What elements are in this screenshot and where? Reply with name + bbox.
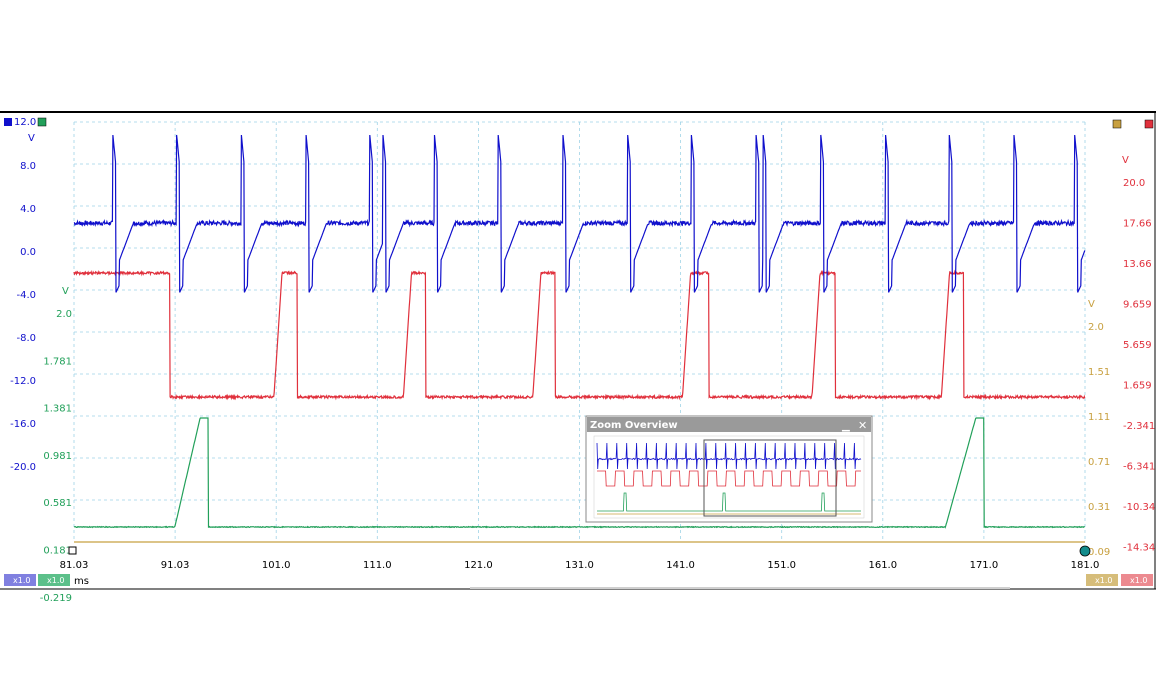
red-axis-tick-label: -2.341 xyxy=(1123,421,1155,432)
zoom-overview-title: Zoom Overview xyxy=(590,420,678,431)
red-axis-tick-label: 17.66 xyxy=(1123,219,1152,230)
start-cursor-handle[interactable] xyxy=(68,546,77,555)
olive-axis-tick-label: 0.31 xyxy=(1088,502,1110,513)
red-axis-tick-label: 5.659 xyxy=(1123,340,1152,351)
red-axis-tick-label: -14.34 xyxy=(1123,543,1155,554)
blue-series-line xyxy=(73,134,1086,293)
red-axis-tick-label: -10.34 xyxy=(1123,502,1155,513)
red-axis-tick-label: 9.659 xyxy=(1123,300,1152,311)
x-axis-tick-label: 181.0 xyxy=(1071,560,1100,571)
olive-axis-tick-label: 1.51 xyxy=(1088,367,1110,378)
green-axis-tick-label: 1.781 xyxy=(43,356,72,367)
x-axis-tick-label: 91.03 xyxy=(161,560,190,571)
channel-d-marker[interactable] xyxy=(1144,119,1154,129)
green-axis-tick-label: -0.219 xyxy=(40,593,72,604)
olive-scale-badge[interactable] xyxy=(1086,574,1118,586)
red-axis-unit: V xyxy=(1122,155,1129,166)
blue-axis-tick-label: -8.0 xyxy=(16,333,36,344)
blue-axis-tick-label: 4.0 xyxy=(20,204,36,215)
blue-axis-top-label: 12.0 xyxy=(14,117,36,128)
red-scale-badge-label: x1.0 xyxy=(1130,576,1147,585)
blue-axis-tick-label: 0.0 xyxy=(20,247,36,258)
blue-axis-unit: V xyxy=(28,133,35,144)
red-series-line xyxy=(73,269,1086,401)
olive-axis-tick-label: 0.09 xyxy=(1088,547,1110,558)
olive-axis-tick-label: 2.0 xyxy=(1088,322,1104,333)
channel-b-marker[interactable] xyxy=(37,117,47,127)
x-axis-unit: ms xyxy=(74,576,89,587)
x-axis-tick-label: 101.0 xyxy=(262,560,291,571)
x-axis-tick-label: 81.03 xyxy=(60,560,89,571)
overview-blue-series-line xyxy=(596,442,862,470)
olive-axis-tick-label: 0.71 xyxy=(1088,457,1110,468)
green-axis-tick-label: 2.0 xyxy=(56,309,72,320)
zoom-overview-selection[interactable] xyxy=(703,439,837,517)
x-axis-tick-label: 151.0 xyxy=(767,560,796,571)
zoom-overview-window[interactable]: Zoom Overview ▁ ✕ xyxy=(585,415,873,523)
green-axis-tick-label: 1.381 xyxy=(43,404,72,415)
olive-scale-badge-label: x1.0 xyxy=(1095,576,1112,585)
olive-axis-unit: V xyxy=(1088,299,1095,310)
red-scale-badge[interactable] xyxy=(1121,574,1153,586)
blue-axis-tick-label: 8.0 xyxy=(20,161,36,172)
red-axis-tick-label: -6.341 xyxy=(1123,462,1155,473)
blue-scale-badge-label: x1.0 xyxy=(13,576,30,585)
blue-axis-tick-label: -20.0 xyxy=(10,462,36,473)
blue-axis-tick-label: -4.0 xyxy=(16,290,36,301)
x-axis-tick-label: 171.0 xyxy=(970,560,999,571)
green-series-line xyxy=(73,417,1086,529)
red-axis-tick-label: 1.659 xyxy=(1123,381,1152,392)
zoom-overview-close-button[interactable]: ✕ xyxy=(858,419,867,432)
zoom-overview-plot xyxy=(593,435,865,519)
x-axis-tick-label: 141.0 xyxy=(666,560,695,571)
overview-green-series-line xyxy=(597,492,861,512)
overview-red-series-line xyxy=(597,470,861,487)
red-axis-tick-label: 20.0 xyxy=(1123,178,1145,189)
olive-axis-tick-label: 1.11 xyxy=(1088,412,1110,423)
channel-a-marker[interactable] xyxy=(4,118,12,126)
green-scale-badge[interactable] xyxy=(38,574,70,586)
green-axis-unit: V xyxy=(62,286,69,297)
green-scale-badge-label: x1.0 xyxy=(47,576,64,585)
plot-grid xyxy=(73,121,1086,543)
x-axis-tick-label: 131.0 xyxy=(565,560,594,571)
x-axis-tick-label: 121.0 xyxy=(464,560,493,571)
blue-axis-tick-label: -12.0 xyxy=(10,376,36,387)
green-axis-tick-label: 0.581 xyxy=(43,498,72,509)
blue-scale-badge[interactable] xyxy=(4,574,36,586)
red-axis-tick-label: 13.66 xyxy=(1123,259,1152,270)
x-axis-tick-label: 111.0 xyxy=(363,560,392,571)
green-axis-tick-label: 0.181 xyxy=(43,546,72,557)
green-axis-tick-label: 0.981 xyxy=(43,451,72,462)
channel-c-marker[interactable] xyxy=(1112,119,1122,129)
zoom-overview-titlebar[interactable] xyxy=(587,417,871,432)
x-axis-tick-label: 161.0 xyxy=(868,560,897,571)
end-cursor-handle[interactable] xyxy=(1079,545,1091,557)
zoom-overview-minimize-button[interactable]: ▁ xyxy=(841,421,850,432)
blue-axis-tick-label: -16.0 xyxy=(10,419,36,430)
